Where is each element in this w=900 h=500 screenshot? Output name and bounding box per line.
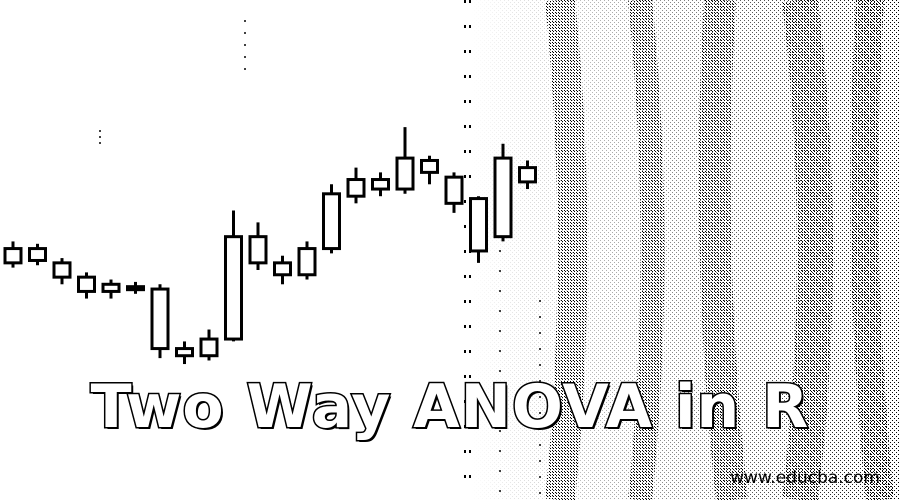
vertical-streaks (545, 0, 894, 500)
candle-body (518, 166, 537, 184)
candles (3, 127, 537, 365)
candle-body (297, 247, 317, 277)
candle-body (273, 261, 292, 277)
candle-body (175, 347, 194, 358)
candle-body (444, 175, 464, 205)
candle-body (52, 261, 72, 279)
candle-body (126, 285, 145, 292)
candle-body (322, 192, 341, 251)
candle-body (224, 235, 243, 341)
candle-body (150, 287, 170, 351)
candle-body (101, 282, 121, 293)
candle-body (395, 156, 415, 191)
candle-body (28, 247, 47, 262)
candle-body (469, 197, 488, 253)
banner-title: Two Way ANOVA in R (89, 371, 810, 444)
site-url: www.educba.com (730, 468, 880, 488)
candle-body (371, 178, 390, 191)
candle-body (248, 235, 268, 265)
candle-body (199, 337, 219, 358)
candle-body (493, 156, 513, 239)
candle-body (3, 247, 23, 265)
candle-body (420, 158, 439, 174)
candle-body (77, 275, 96, 293)
candle-body (346, 178, 366, 198)
